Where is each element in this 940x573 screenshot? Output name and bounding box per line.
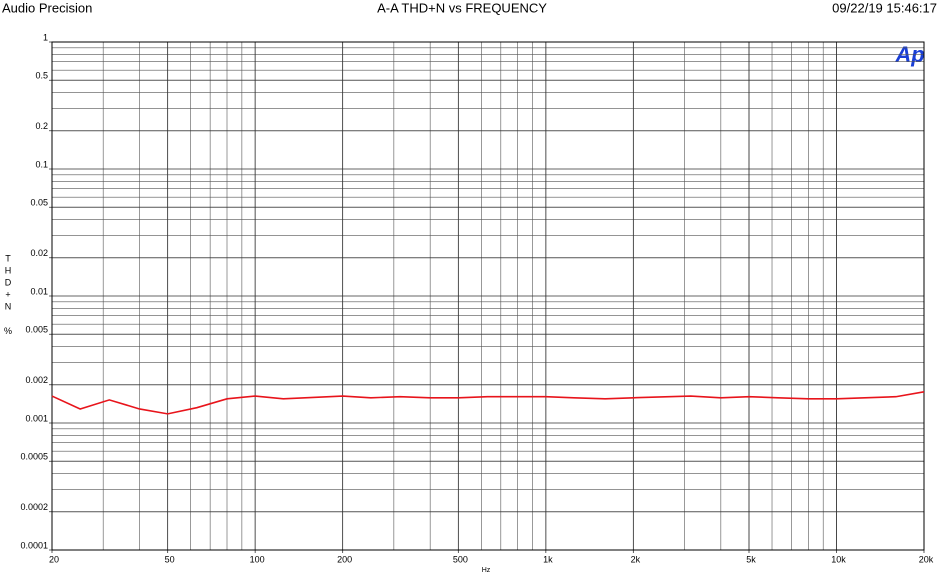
x-tick-label: 500 — [453, 554, 468, 564]
y-tick-label: 0.0001 — [20, 540, 48, 550]
x-tick-label: 100 — [250, 554, 265, 564]
x-tick-label: 1k — [543, 554, 553, 564]
y-tick-label: 0.5 — [35, 71, 48, 81]
y-tick-label: 1 — [43, 32, 48, 42]
y-tick-label: 0.0005 — [20, 452, 48, 462]
y-tick-label: 0.002 — [25, 375, 48, 385]
y-tick-label: 0.02 — [30, 248, 48, 258]
y-tick-label: 0.0002 — [20, 502, 48, 512]
y-axis-label: N — [5, 301, 12, 311]
y-tick-label: 0.005 — [25, 325, 48, 335]
chart-title: A-A THD+N vs FREQUENCY — [377, 0, 547, 15]
x-tick-label: 20 — [49, 554, 59, 564]
y-axis-label: + — [5, 289, 10, 299]
y-tick-label: 0.05 — [30, 198, 48, 208]
x-tick-label: 10k — [831, 554, 846, 564]
x-axis-label: Hz — [482, 567, 491, 573]
y-tick-label: 0.2 — [35, 121, 48, 131]
y-axis-label: T — [5, 253, 11, 263]
y-tick-label: 0.1 — [35, 159, 48, 169]
plot-border — [51, 41, 925, 551]
y-axis-label: H — [5, 265, 12, 275]
y-tick-label: 0.01 — [30, 286, 48, 296]
x-tick-label: 50 — [165, 554, 175, 564]
data-line — [51, 391, 925, 415]
x-tick-label: 5k — [746, 554, 756, 564]
x-tick-label: 2k — [631, 554, 641, 564]
brand: Audio Precision — [2, 0, 92, 15]
y-axis-label: % — [4, 326, 12, 336]
timestamp: 09/22/19 15:46:17 — [832, 0, 937, 15]
x-tick-label: 20k — [919, 554, 934, 564]
y-tick-label: 0.001 — [25, 413, 48, 423]
x-tick-label: 200 — [337, 554, 352, 564]
y-axis-label: D — [5, 277, 12, 287]
